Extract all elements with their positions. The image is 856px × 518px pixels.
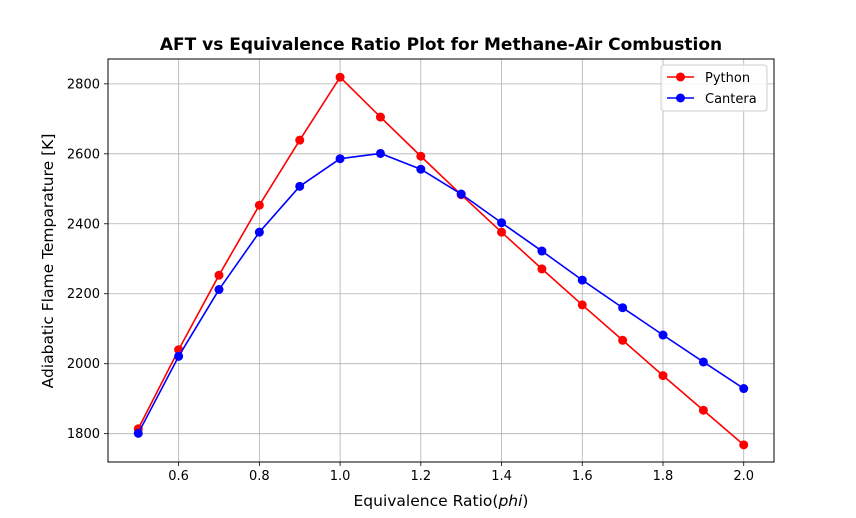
x-tick-label: 1.0 [330, 469, 351, 484]
data-point-cantera [295, 181, 305, 191]
data-point-cantera [416, 164, 426, 174]
series-python [133, 72, 749, 450]
data-point-cantera [698, 357, 708, 367]
y-axis-label: Adiabatic Flame Temparature [K] [39, 134, 57, 389]
data-point-python [295, 135, 305, 145]
x-tick-label: 1.4 [491, 469, 512, 484]
x-axis-label: Equivalence Ratio(phi) [354, 492, 529, 510]
data-point-cantera [133, 428, 143, 438]
grid-lines [108, 59, 774, 462]
data-point-cantera [174, 351, 184, 361]
data-point-python [254, 200, 264, 210]
y-tick-label: 2200 [67, 287, 100, 302]
data-point-python [375, 112, 385, 122]
legend-cantera-marker [676, 93, 685, 103]
data-point-cantera [537, 246, 547, 256]
data-point-cantera [618, 303, 628, 313]
y-tick-label: 2400 [67, 217, 100, 232]
data-point-cantera [577, 275, 587, 285]
y-axis-ticks: 1800 2000 2200 2400 2600 2800 [67, 77, 108, 442]
series-layer [133, 72, 749, 450]
x-tick-label: 1.6 [572, 469, 593, 484]
x-tick-label: 1.8 [653, 469, 674, 484]
data-point-python [497, 227, 507, 237]
data-point-python [577, 300, 587, 310]
data-point-cantera [658, 330, 668, 340]
x-tick-label: 2.0 [733, 469, 754, 484]
data-point-cantera [335, 154, 345, 164]
x-axis-ticks: 0.6 0.8 1.0 1.2 1.4 1.6 1.8 2.0 [168, 462, 754, 484]
legend-python-marker [676, 72, 685, 82]
data-point-cantera [375, 148, 385, 158]
x-tick-label: 0.8 [249, 469, 270, 484]
legend-cantera-label: Cantera [705, 92, 757, 107]
y-tick-label: 1800 [67, 427, 100, 442]
data-point-python [739, 440, 749, 450]
legend-item-cantera: Cantera [667, 92, 757, 107]
data-point-python [537, 264, 547, 274]
data-point-python [618, 335, 628, 345]
series-line-python [137, 76, 745, 446]
legend: Python Cantera [660, 64, 768, 112]
data-point-python [698, 405, 708, 415]
data-point-python [416, 151, 426, 161]
chart-title: AFT vs Equivalence Ratio Plot for Methan… [160, 35, 722, 55]
legend-python-label: Python [705, 71, 750, 86]
data-point-cantera [254, 227, 264, 237]
series-line-cantera [137, 152, 745, 434]
plot-frame [107, 58, 775, 463]
x-tick-label: 0.6 [168, 469, 189, 484]
y-tick-label: 2600 [67, 147, 100, 162]
data-point-python [214, 270, 224, 280]
legend-item-python: Python [667, 71, 750, 86]
data-point-cantera [456, 189, 466, 199]
data-point-cantera [497, 218, 507, 228]
x-tick-label: 1.2 [410, 469, 431, 484]
data-point-cantera [739, 384, 749, 394]
series-cantera [133, 148, 749, 438]
data-point-cantera [214, 285, 224, 295]
data-point-python [335, 72, 345, 82]
y-tick-label: 2000 [67, 357, 100, 372]
data-point-python [658, 371, 668, 381]
y-tick-label: 2800 [67, 77, 100, 92]
